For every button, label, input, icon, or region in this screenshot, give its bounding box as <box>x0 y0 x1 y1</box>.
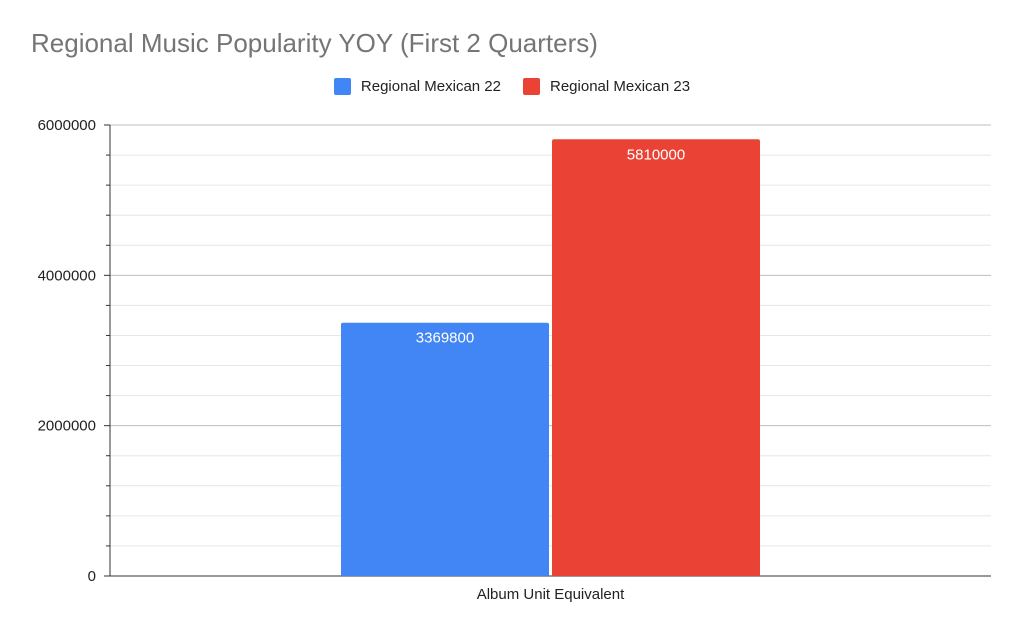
bar-series-2 <box>552 139 760 576</box>
legend-swatch-series-2 <box>523 78 540 95</box>
legend-item-series-2: Regional Mexican 23 <box>523 78 690 95</box>
legend-label-series-2: Regional Mexican 23 <box>550 78 691 95</box>
y-tick-label: 2000000 <box>38 418 96 435</box>
legend-item-series-1: Regional Mexican 22 <box>333 78 501 95</box>
data-label-series-1: 3369800 <box>416 330 474 347</box>
y-tick-label: 4000000 <box>38 267 96 284</box>
legend-swatch-series-1 <box>333 78 351 95</box>
x-tick-label: Album Unit Equivalent <box>477 586 625 603</box>
bar-series-1 <box>341 322 549 576</box>
legend-label-series-1: Regional Mexican 22 <box>360 78 501 95</box>
y-tick-label: 6000000 <box>38 117 96 134</box>
legend: Regional Mexican 22 Regional Mexican 23 <box>0 78 1024 95</box>
y-tick-label: 0 <box>88 568 96 585</box>
data-label-series-2: 5810000 <box>627 146 685 163</box>
chart-title: Regional Music Popularity YOY (First 2 Q… <box>31 28 598 58</box>
